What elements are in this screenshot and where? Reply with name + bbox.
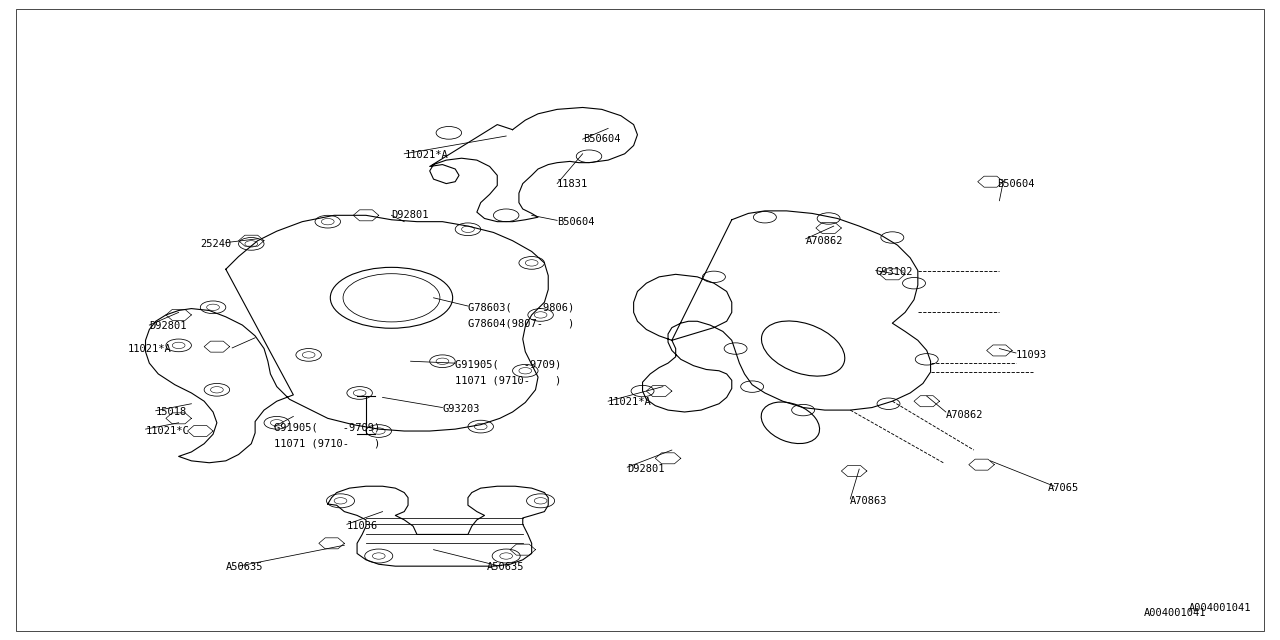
Text: G91905(    -9709): G91905( -9709) — [274, 423, 380, 433]
Text: 25240: 25240 — [200, 239, 232, 249]
Text: G91905(    -9709): G91905( -9709) — [456, 360, 562, 369]
Text: 11021*C: 11021*C — [146, 426, 189, 436]
Text: G93203: G93203 — [443, 404, 480, 414]
Text: A50635: A50635 — [488, 563, 525, 572]
Text: 15018: 15018 — [156, 407, 187, 417]
Text: 11036: 11036 — [347, 521, 378, 531]
Text: G93102: G93102 — [876, 268, 913, 277]
Text: 11021*A: 11021*A — [128, 344, 172, 353]
Text: D92801: D92801 — [627, 464, 664, 474]
Text: G78604(9807-    ): G78604(9807- ) — [468, 318, 575, 328]
Text: 11071 (9710-    ): 11071 (9710- ) — [274, 438, 380, 449]
Text: 11831: 11831 — [557, 179, 589, 189]
Text: 11093: 11093 — [1016, 350, 1047, 360]
Text: A70862: A70862 — [946, 410, 983, 420]
Text: D92801: D92801 — [392, 211, 429, 220]
Text: A004001041: A004001041 — [1189, 603, 1252, 613]
Text: D92801: D92801 — [150, 321, 187, 332]
Text: 11021*A: 11021*A — [608, 397, 652, 408]
Text: B50604: B50604 — [997, 179, 1034, 189]
Text: A7065: A7065 — [1048, 483, 1079, 493]
Text: A70863: A70863 — [850, 496, 888, 506]
Text: 11071 (9710-    ): 11071 (9710- ) — [456, 375, 562, 385]
Text: B50604: B50604 — [557, 217, 595, 227]
Text: B50604: B50604 — [582, 134, 620, 144]
Text: A70862: A70862 — [805, 236, 844, 246]
Text: 11021*A: 11021*A — [404, 150, 448, 160]
Text: G78603(    -9806): G78603( -9806) — [468, 302, 575, 312]
Text: A004001041: A004001041 — [1143, 608, 1206, 618]
Text: A50635: A50635 — [225, 563, 264, 572]
